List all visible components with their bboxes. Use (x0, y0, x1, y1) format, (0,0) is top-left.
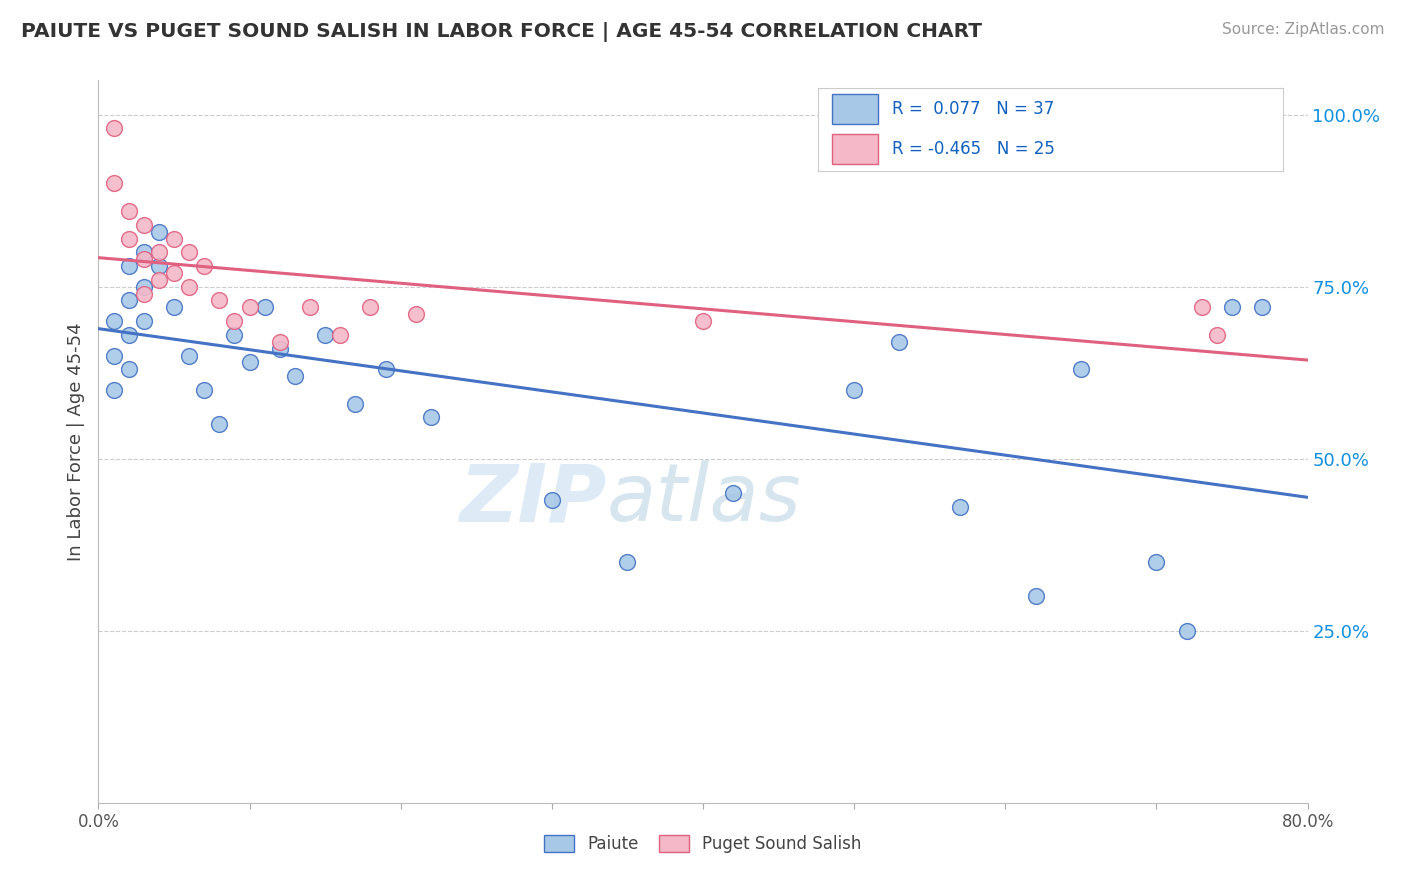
Point (103, 383, 125, 397)
Point (344, 397, 367, 411)
Point (420, 410, 443, 425)
Text: ZIP: ZIP (458, 460, 606, 539)
Point (224, 327, 246, 342)
Point (103, 314, 125, 328)
Legend: Paiute, Puget Sound Salish: Paiute, Puget Sound Salish (537, 828, 869, 860)
Point (179, 349, 201, 363)
Point (949, 500, 972, 514)
Point (103, 121, 125, 136)
Point (239, 301, 262, 315)
Point (1191, 301, 1213, 315)
Point (889, 334, 911, 349)
Point (103, 177, 125, 191)
Point (118, 231, 141, 245)
Point (284, 369, 307, 384)
Point (163, 266, 186, 280)
Point (179, 245, 201, 260)
Point (239, 355, 262, 369)
Point (118, 327, 141, 342)
Point (118, 204, 141, 219)
Point (163, 301, 186, 315)
Point (1220, 301, 1243, 315)
Point (1206, 327, 1229, 342)
Point (103, 349, 125, 363)
Text: Source: ZipAtlas.com: Source: ZipAtlas.com (1222, 22, 1385, 37)
Point (118, 362, 141, 376)
Point (269, 342, 291, 356)
Point (179, 279, 201, 293)
Point (163, 231, 186, 245)
Point (208, 417, 231, 432)
Point (148, 245, 170, 260)
Point (269, 334, 291, 349)
Point (1175, 624, 1198, 638)
Y-axis label: In Labor Force | Age 45-54: In Labor Force | Age 45-54 (66, 322, 84, 561)
Point (329, 327, 352, 342)
Point (374, 362, 396, 376)
Point (1144, 555, 1167, 569)
Point (193, 383, 215, 397)
Point (193, 259, 215, 273)
Text: atlas: atlas (606, 460, 801, 539)
Point (253, 301, 276, 315)
Point (148, 273, 170, 287)
Point (148, 225, 170, 239)
Point (208, 293, 231, 308)
Point (118, 293, 141, 308)
Point (1070, 362, 1092, 376)
Point (148, 259, 170, 273)
Point (540, 493, 562, 508)
Point (132, 314, 155, 328)
Point (1024, 590, 1046, 604)
Point (314, 327, 336, 342)
Point (132, 218, 155, 232)
Point (132, 252, 155, 267)
Point (405, 307, 427, 321)
Point (844, 383, 866, 397)
Point (299, 301, 322, 315)
Point (132, 286, 155, 301)
Point (360, 301, 382, 315)
Point (132, 245, 155, 260)
Point (692, 314, 714, 328)
Point (118, 259, 141, 273)
Point (224, 314, 246, 328)
Point (723, 486, 745, 500)
Point (616, 555, 638, 569)
Point (1251, 301, 1274, 315)
Text: PAIUTE VS PUGET SOUND SALISH IN LABOR FORCE | AGE 45-54 CORRELATION CHART: PAIUTE VS PUGET SOUND SALISH IN LABOR FO… (21, 22, 981, 42)
Point (132, 279, 155, 293)
